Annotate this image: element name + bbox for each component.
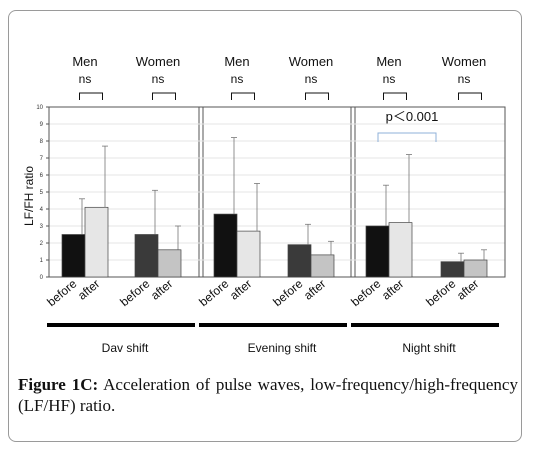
significance-label: ns [79, 72, 92, 86]
x-tick-label: before [423, 276, 458, 309]
figure-frame [8, 10, 522, 442]
y-tick-label: 2 [40, 241, 44, 247]
x-tick-label: after [301, 277, 328, 303]
y-tick-label: 0 [40, 275, 44, 281]
y-axis-label: LF/FH ratio [22, 166, 36, 226]
group-label: Men [72, 54, 97, 69]
ns-bracket [79, 92, 103, 100]
ns-bracket [458, 92, 482, 100]
significance-label: ns [458, 72, 471, 86]
y-tick-label: 3 [40, 224, 44, 230]
significance-label: ns [152, 72, 165, 86]
p-value-bracket [377, 132, 437, 142]
group-label: Men [224, 54, 249, 69]
figure-caption: Figure 1C: Acceleration of pulse waves, … [18, 374, 518, 416]
x-tick-label: after [75, 277, 102, 303]
significance-label: ns [383, 72, 396, 86]
x-tick-label: after [454, 277, 481, 303]
caption-label: Figure 1C: [18, 375, 99, 394]
y-tick-label: 5 [40, 190, 44, 196]
y-tick-label: 10 [36, 105, 43, 111]
x-tick-label: before [196, 276, 231, 309]
y-tick-label: 7 [40, 156, 44, 162]
bar [157, 249, 182, 278]
bar [388, 222, 413, 278]
shift-label: Evening shift [248, 341, 317, 355]
bar [61, 234, 86, 278]
x-tick-label: after [227, 277, 254, 303]
shift-bar [47, 323, 195, 327]
x-tick-label: after [379, 277, 406, 303]
x-tick-label: before [44, 276, 79, 309]
shift-label: Dav shift [102, 341, 149, 355]
significance-label: ns [305, 72, 318, 86]
shift-bar [199, 323, 347, 327]
ns-bracket [152, 92, 176, 100]
y-tick-label: 8 [40, 139, 44, 145]
bar [287, 244, 312, 278]
y-tick-label: 4 [40, 207, 44, 213]
y-tick-label: 1 [40, 258, 44, 264]
bar [236, 230, 261, 278]
caption-text: Acceleration of pulse waves, low-frequen… [18, 375, 518, 415]
significance-label: ns [231, 72, 244, 86]
x-tick-label: before [117, 276, 152, 309]
x-tick-label: after [148, 277, 175, 303]
ns-bracket [305, 92, 329, 100]
bar [365, 225, 390, 278]
ns-bracket [231, 92, 255, 100]
plot-border [48, 106, 506, 278]
ns-bracket [383, 92, 407, 100]
bar [310, 254, 335, 278]
group-label: Women [289, 54, 334, 69]
bar [134, 234, 159, 278]
shift-label: Night shift [402, 341, 456, 355]
group-label: Women [442, 54, 487, 69]
bar [440, 261, 465, 278]
shift-bar [351, 323, 499, 327]
bar [463, 259, 488, 278]
y-tick-label: 9 [40, 122, 44, 128]
bar [213, 213, 238, 278]
group-label: Women [136, 54, 181, 69]
bar [84, 206, 109, 278]
p-value-annotation: p＜0.001 [386, 109, 439, 124]
group-label: Men [376, 54, 401, 69]
x-tick-label: before [270, 276, 305, 309]
y-tick-label: 6 [40, 173, 44, 179]
x-tick-label: before [348, 276, 383, 309]
